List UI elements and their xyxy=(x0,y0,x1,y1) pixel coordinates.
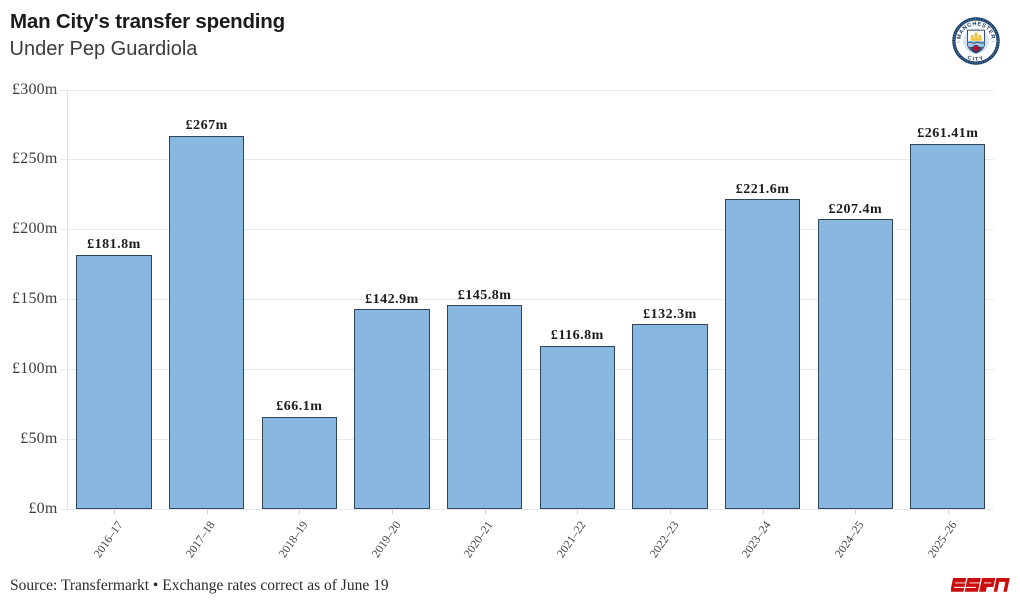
svg-text:94: 94 xyxy=(991,39,995,43)
svg-text:CITY: CITY xyxy=(966,54,985,62)
svg-text:18: 18 xyxy=(957,39,961,43)
